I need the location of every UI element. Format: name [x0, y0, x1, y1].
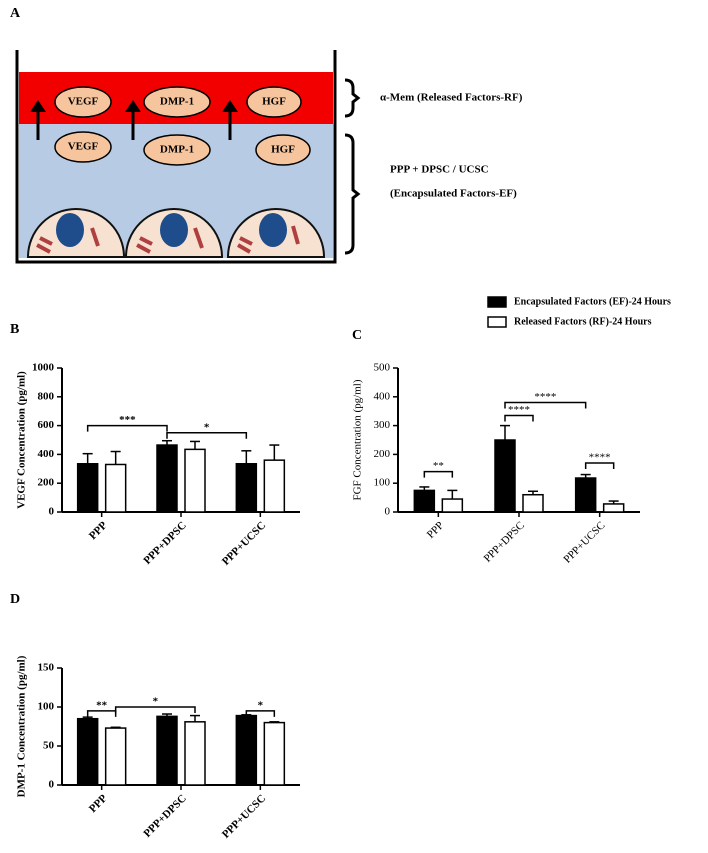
- bar: [156, 444, 178, 513]
- y-tick-label: 200: [38, 477, 55, 489]
- bar: [413, 489, 436, 513]
- significance-bracket: [423, 470, 454, 478]
- y-tick-label: 600: [38, 419, 55, 431]
- y-tick-label: 0: [49, 506, 55, 518]
- significance-label: ****: [508, 404, 530, 416]
- layer-label: (Encapsulated Factors-EF): [390, 188, 517, 200]
- panel-label: B: [10, 322, 19, 337]
- legend-swatch: [487, 296, 507, 308]
- x-tick-label: PPP+DPSC: [141, 519, 189, 567]
- significance-bracket: [584, 462, 615, 470]
- factor: VEGF: [68, 141, 99, 153]
- wave: [19, 72, 333, 80]
- y-tick-label: 300: [374, 419, 391, 431]
- chart: 0 200 400 600 800 1000 VEGF Concentration (pg/…: [16, 362, 300, 568]
- y-tick-label: 400: [38, 448, 55, 460]
- y-tick-label: 400: [374, 390, 391, 402]
- significance-bracket: [86, 424, 168, 432]
- factor: HGF: [262, 96, 286, 108]
- x-tick-label: PPP+UCSC: [220, 792, 268, 840]
- diagram: VEGF DMP-1 HGF VEGF DMP-1 HGF α-Mem (Rel…: [15, 50, 523, 264]
- y-axis-label: VEGF Concentration (pg/ml): [16, 371, 28, 509]
- bar: [76, 463, 99, 513]
- y-tick-label: 100: [374, 477, 391, 489]
- y-tick-label: 100: [38, 701, 55, 713]
- significance-label: *: [258, 699, 264, 711]
- bar: [156, 715, 178, 786]
- layer-label: PPP + DPSC / UCSC: [390, 164, 489, 176]
- x-tick-label: PPP+UCSC: [220, 519, 268, 567]
- significance-bracket: [166, 432, 248, 439]
- factor: DMP-1: [160, 96, 194, 108]
- y-tick-label: 0: [385, 506, 391, 518]
- significance-label: *: [153, 696, 159, 708]
- bar: [104, 463, 127, 513]
- x-tick-label: PPP+DPSC: [141, 792, 189, 840]
- bar: [263, 459, 286, 513]
- x-tick-label: PPP: [87, 792, 110, 815]
- y-tick-label: 800: [38, 390, 55, 402]
- factor: HGF: [271, 144, 295, 156]
- y-tick-label: 1000: [32, 362, 55, 374]
- panel-label: A: [10, 6, 21, 21]
- significance-label: ***: [119, 414, 136, 426]
- y-axis-label: DMP-1 Concentration (pg/ml): [16, 655, 28, 797]
- x-tick-label: PPP: [87, 519, 110, 542]
- y-tick-label: 50: [43, 740, 55, 752]
- significance-label: ****: [589, 452, 611, 464]
- panel-label: D: [10, 592, 20, 607]
- x-tick-label: PPP+DPSC: [482, 519, 527, 564]
- y-axis-label: FGF Concentration (pg/ml): [352, 379, 364, 500]
- layer-label: α-Mem (Released Factors-RF): [380, 92, 523, 104]
- significance-bracket: [245, 710, 276, 717]
- significance-bracket: [114, 706, 196, 713]
- bar: [76, 717, 99, 786]
- y-tick-label: 0: [49, 779, 55, 791]
- y-tick-label: 200: [374, 448, 391, 460]
- bar: [184, 721, 206, 786]
- legend-label: Released Factors (RF)-24 Hours: [514, 316, 652, 327]
- y-tick-label: 500: [374, 362, 391, 374]
- significance-bracket: [86, 710, 117, 717]
- bar: [104, 727, 127, 786]
- bar: [235, 714, 258, 786]
- legend-label: Encapsulated Factors (EF)-24 Hours: [514, 296, 671, 307]
- y-tick-label: 150: [38, 662, 55, 674]
- significance-bracket: [504, 414, 534, 422]
- panel-label: C: [352, 328, 362, 343]
- significance-label: *: [204, 421, 210, 433]
- legend-swatch: [487, 316, 507, 328]
- significance-label: ****: [534, 391, 556, 403]
- bar: [235, 463, 258, 513]
- bar: [574, 477, 597, 513]
- bar: [522, 493, 544, 513]
- significance-label: **: [433, 460, 444, 472]
- bar: [263, 721, 286, 786]
- chart: 0 50 100 150 DMP-1 Concentration (pg/ml) PPP P…: [16, 655, 300, 841]
- factor: DMP-1: [160, 144, 194, 156]
- bar: [184, 448, 206, 513]
- significance-label: **: [96, 699, 108, 711]
- legend: Encapsulated Factors (EF)-24 Hours Releas…: [487, 296, 671, 328]
- chart: 0 100 200 300 400 500 FGF Concentration (pg/ml…: [352, 362, 640, 566]
- factor: VEGF: [68, 96, 99, 108]
- bar: [494, 439, 516, 513]
- bar: [441, 498, 464, 513]
- x-tick-label: PPP: [425, 519, 446, 540]
- x-tick-label: PPP+UCSC: [561, 519, 607, 565]
- significance-bracket: [504, 401, 587, 409]
- bar: [602, 503, 625, 513]
